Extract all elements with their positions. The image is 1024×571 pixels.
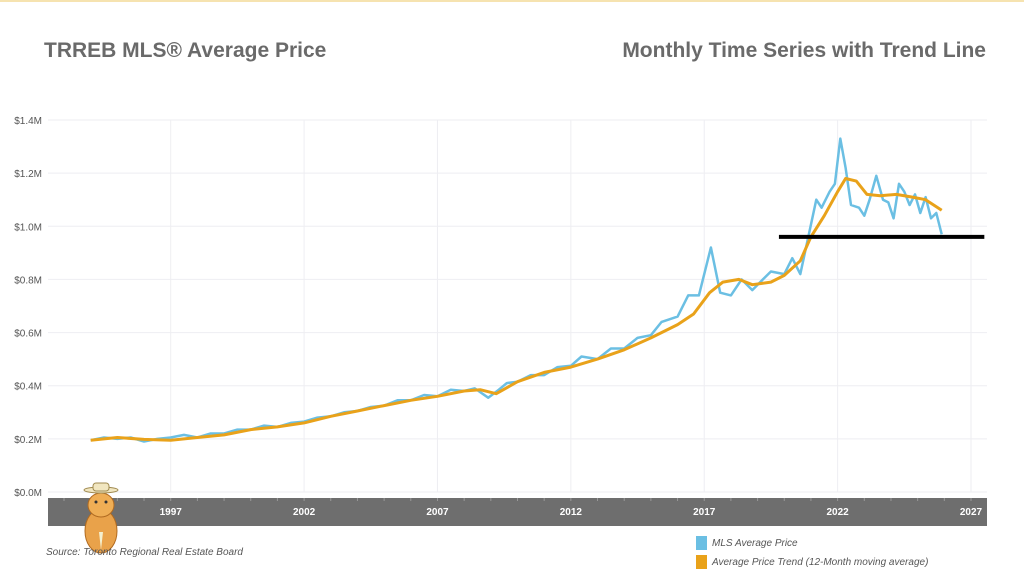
y-tick-label: $0.8M [14, 275, 42, 286]
legend-label: MLS Average Price [712, 537, 798, 549]
y-tick-label: $0.0M [14, 488, 42, 499]
x-tick-label: 2007 [426, 507, 449, 518]
x-tick-label: 2002 [293, 507, 316, 518]
y-tick-label: $1.0M [14, 222, 42, 233]
chart-title: TRREB MLS® Average Price [44, 39, 327, 62]
legend-label: Average Price Trend (12-Month moving ave… [712, 556, 929, 568]
y-tick-label: $1.4M [14, 116, 42, 127]
x-tick-label: 2012 [560, 507, 583, 518]
legend-item-trend: Average Price Trend (12-Month moving ave… [696, 555, 928, 569]
mls-price-line [90, 137, 943, 443]
x-tick-label: 2017 [693, 507, 716, 518]
trend-line [90, 177, 943, 442]
y-tick-label: $0.4M [14, 382, 42, 393]
y-tick-label: $0.6M [14, 329, 42, 340]
legend-swatch [696, 536, 707, 550]
source-note: Source: Toronto Regional Real Estate Boa… [46, 547, 243, 558]
legend-item-mls: MLS Average Price [696, 536, 798, 550]
y-tick-label: $0.2M [14, 435, 42, 446]
x-axis-band [48, 498, 987, 526]
y-tick-label: $1.2M [14, 169, 42, 180]
x-tick-label: 2027 [960, 507, 983, 518]
x-tick-label: 2022 [826, 507, 849, 518]
chart-subtitle: Monthly Time Series with Trend Line [622, 39, 986, 62]
legend-swatch [696, 555, 707, 569]
x-tick-label: 1997 [160, 507, 183, 518]
mascot-icon [83, 482, 119, 554]
